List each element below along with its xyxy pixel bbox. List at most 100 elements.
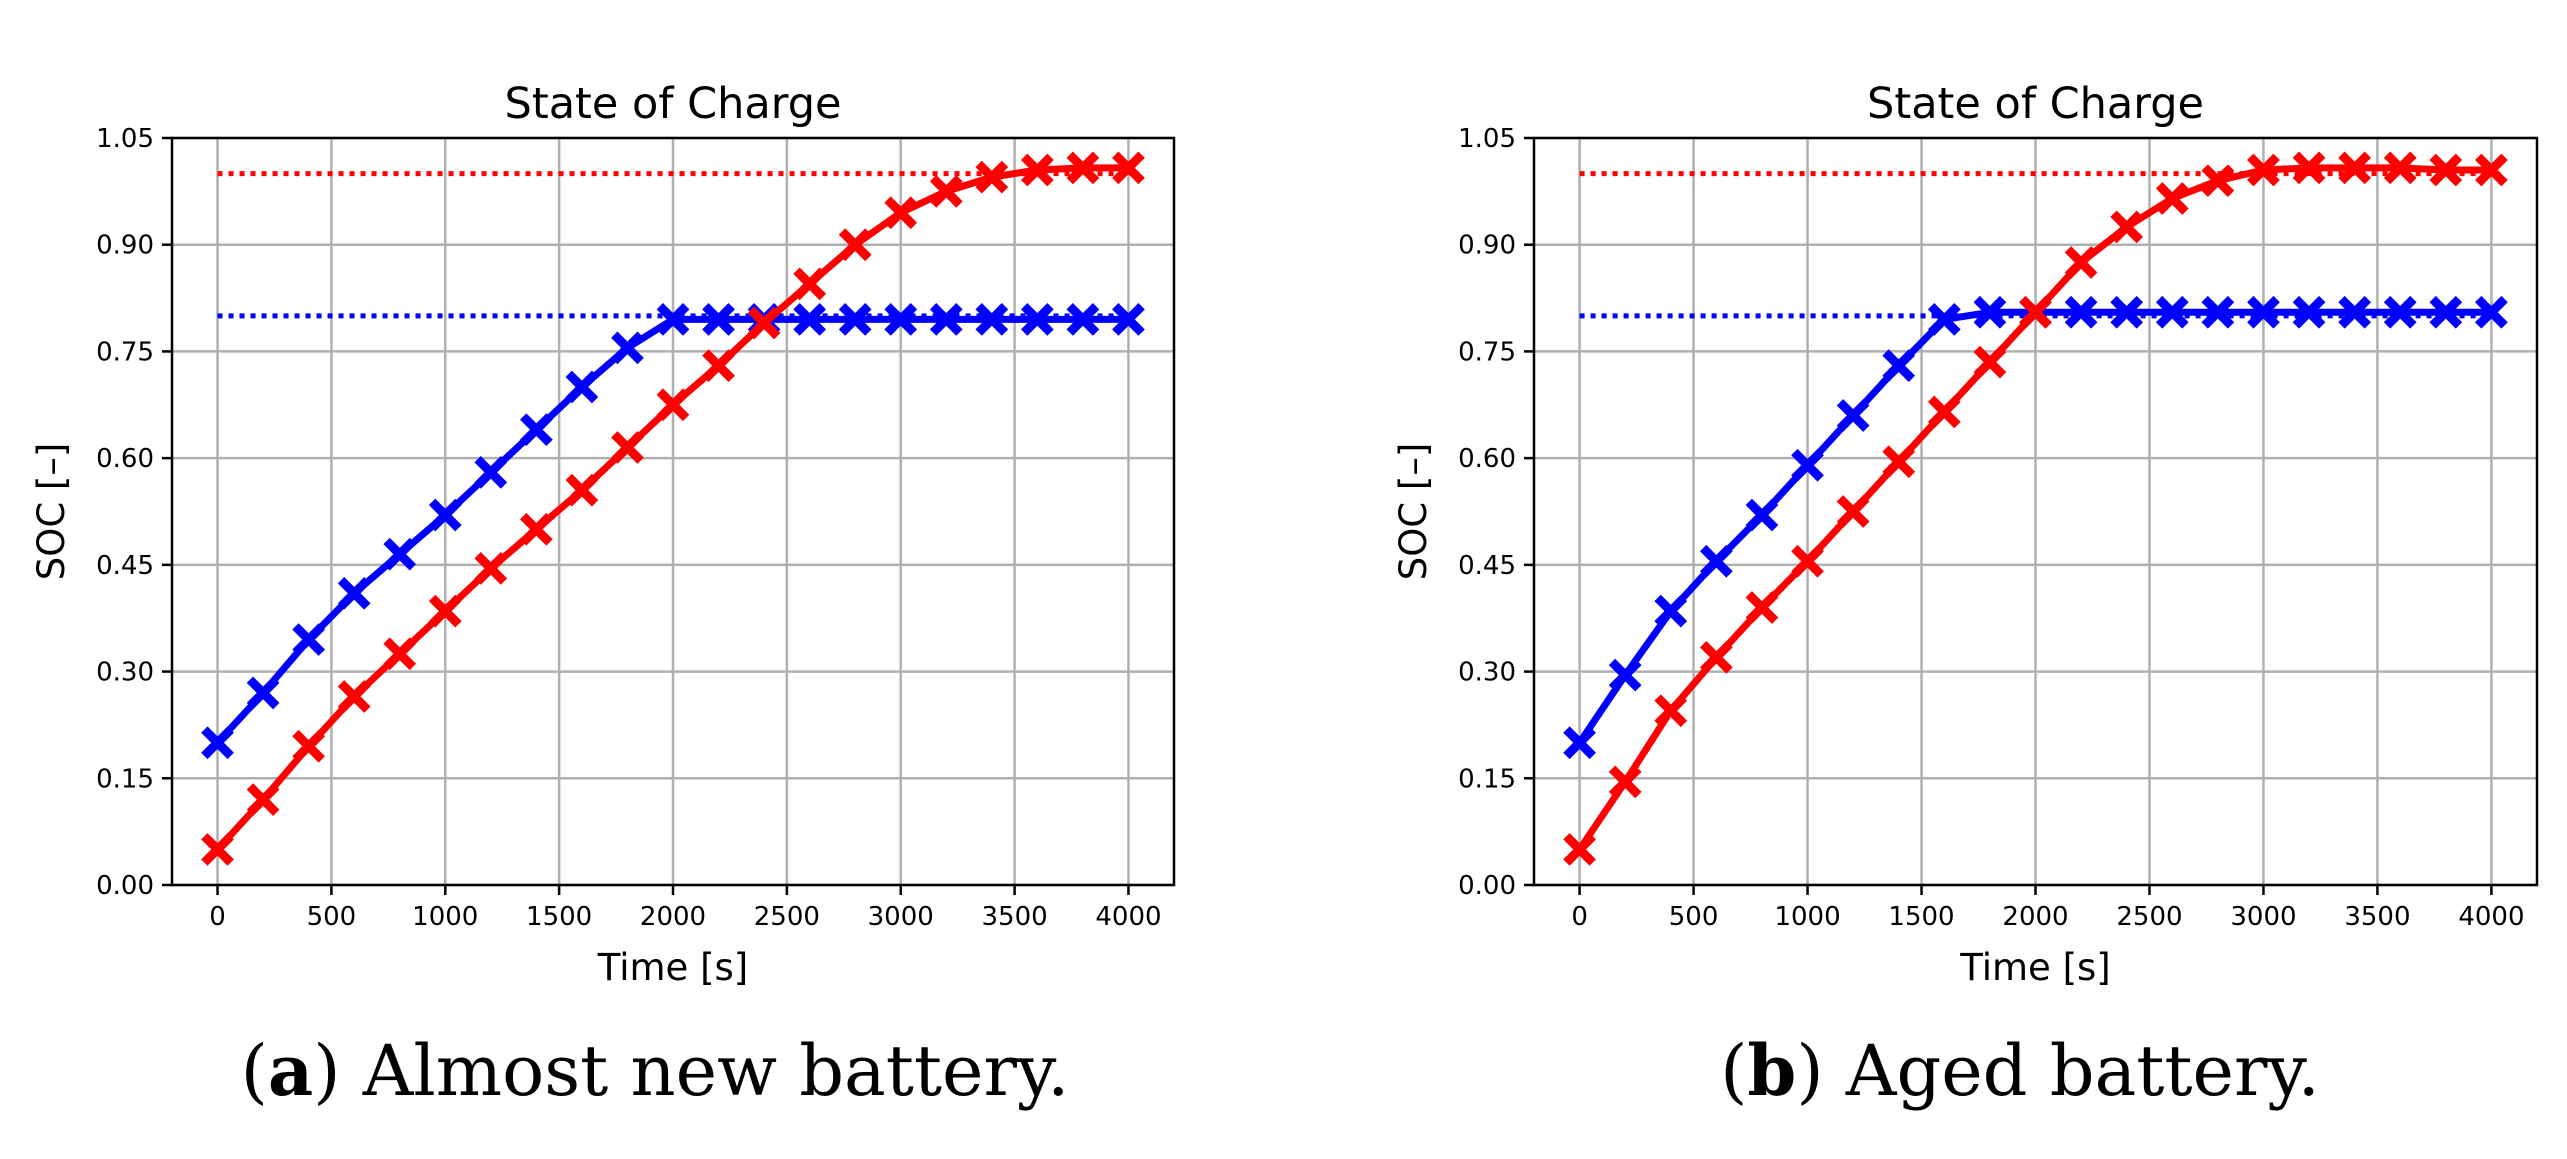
data-point-marker bbox=[1654, 694, 1688, 728]
x-tick-label: 3000 bbox=[868, 902, 934, 932]
data-point-marker bbox=[747, 306, 781, 340]
data-point-marker bbox=[2155, 182, 2189, 215]
data-point-marker bbox=[201, 726, 234, 760]
y-tick-label: 0.45 bbox=[1458, 551, 1516, 581]
x-tick-label: 3000 bbox=[2230, 902, 2296, 932]
x-tick-label: 1500 bbox=[526, 902, 592, 932]
y-tick-label: 0.60 bbox=[1458, 444, 1516, 474]
data-point-marker bbox=[1927, 395, 1961, 429]
data-point-marker bbox=[793, 303, 826, 336]
y-tick-label: 0.30 bbox=[1458, 658, 1516, 688]
data-point-marker bbox=[1066, 303, 1100, 336]
y-axis-label: SOC [–] bbox=[30, 443, 73, 581]
data-point-marker bbox=[1608, 658, 1642, 692]
data-point-marker bbox=[292, 729, 325, 763]
chart-panel-b: 0 500 1000 1500 2000 2500 3000 3500 4000 0.00 0.15… bbox=[1392, 79, 2539, 989]
data-point-marker bbox=[1973, 295, 2007, 329]
x-tick-label: 1500 bbox=[1888, 902, 1954, 932]
data-point-marker bbox=[1791, 544, 1824, 578]
data-point-marker bbox=[1836, 495, 1870, 528]
data-point-marker bbox=[428, 498, 462, 532]
y-tick-label: 0.15 bbox=[96, 764, 154, 794]
y-axis-label: SOC [–] bbox=[1392, 443, 1435, 581]
data-point-marker bbox=[1020, 303, 1054, 336]
y-tick-label: 0.00 bbox=[1458, 871, 1516, 901]
data-point-marker bbox=[1563, 833, 1596, 866]
data-point-marker bbox=[1973, 345, 2007, 379]
data-point-marker bbox=[1112, 151, 1145, 185]
data-point-marker bbox=[1836, 399, 1870, 432]
y-tick-label: 0.15 bbox=[1458, 764, 1516, 794]
x-axis-label: Time [s] bbox=[597, 946, 748, 989]
data-point-marker bbox=[337, 576, 371, 610]
data-point-marker bbox=[1563, 726, 1596, 760]
data-point-marker bbox=[565, 473, 599, 507]
data-point-marker bbox=[929, 303, 963, 336]
x-tick-label: 2000 bbox=[2002, 902, 2068, 932]
chart-panel-a: 0 500 1000 1500 2000 2500 3000 3500 4000 0.00 0.15… bbox=[30, 79, 1176, 989]
data-point-marker bbox=[2338, 151, 2372, 185]
data-point-marker bbox=[702, 349, 735, 383]
data-point-marker bbox=[838, 228, 872, 262]
data-point-marker bbox=[2429, 153, 2463, 187]
data-point-marker bbox=[292, 623, 325, 656]
data-point-marker bbox=[474, 456, 508, 489]
data-point-marker bbox=[1699, 544, 1733, 578]
data-point-marker bbox=[2201, 295, 2235, 329]
y-tick-label: 0.90 bbox=[1458, 231, 1516, 261]
caption-b: (b) Aged battery. bbox=[1720, 1029, 2320, 1112]
data-point-marker bbox=[1882, 445, 1916, 479]
data-point-marker bbox=[2247, 295, 2280, 329]
data-point-marker bbox=[2292, 295, 2326, 329]
data-point-marker bbox=[520, 413, 553, 447]
data-point-marker bbox=[1020, 153, 1054, 187]
data-point-marker bbox=[1791, 448, 1824, 482]
y-tick-label: 0.90 bbox=[96, 231, 154, 261]
data-point-marker bbox=[1699, 640, 1733, 674]
x-tick-label: 3500 bbox=[982, 902, 1048, 932]
x-tick-label: 0 bbox=[1571, 902, 1588, 932]
y-tick-label: 1.05 bbox=[96, 124, 154, 154]
data-point-marker bbox=[975, 303, 1009, 336]
chart-title: State of Charge bbox=[1867, 79, 2204, 129]
data-point-marker bbox=[2475, 295, 2508, 329]
data-point-marker bbox=[383, 637, 417, 671]
data-point-marker bbox=[656, 303, 690, 336]
data-point-marker bbox=[2110, 295, 2144, 329]
y-tick-label: 0.45 bbox=[96, 551, 154, 581]
data-point-marker bbox=[929, 174, 963, 208]
data-point-marker bbox=[246, 783, 280, 816]
x-tick-label: 500 bbox=[307, 902, 357, 932]
data-point-marker bbox=[2429, 295, 2463, 329]
data-point-marker bbox=[1654, 594, 1688, 628]
data-point-marker bbox=[383, 537, 417, 571]
data-point-marker bbox=[2064, 295, 2098, 329]
data-point-marker bbox=[884, 303, 918, 336]
data-point-marker bbox=[565, 370, 599, 404]
data-point-marker bbox=[1112, 303, 1145, 336]
data-point-marker bbox=[1608, 765, 1642, 799]
data-point-marker bbox=[975, 160, 1009, 194]
y-tick-label: 0.75 bbox=[1458, 337, 1516, 367]
data-point-marker bbox=[428, 594, 462, 628]
x-tick-label: 0 bbox=[209, 902, 226, 932]
x-axis-label: Time [s] bbox=[1959, 946, 2110, 989]
data-point-marker bbox=[2338, 295, 2372, 329]
data-point-marker bbox=[702, 303, 735, 336]
x-tick-label: 2500 bbox=[2116, 902, 2182, 932]
data-point-marker bbox=[1927, 303, 1961, 336]
data-point-marker bbox=[520, 512, 553, 546]
data-point-marker bbox=[1745, 498, 1779, 532]
data-point-marker bbox=[611, 431, 644, 464]
data-point-marker bbox=[337, 680, 371, 713]
data-point-marker bbox=[2019, 295, 2052, 329]
x-tick-label: 500 bbox=[1669, 902, 1719, 932]
x-tick-label: 4000 bbox=[1095, 902, 1161, 932]
data-point-marker bbox=[793, 267, 826, 301]
data-point-marker bbox=[246, 676, 280, 710]
data-point-marker bbox=[474, 552, 508, 585]
x-tick-label: 1000 bbox=[1774, 902, 1840, 932]
y-tick-label: 0.00 bbox=[96, 871, 154, 901]
y-tick-label: 0.75 bbox=[96, 337, 154, 367]
